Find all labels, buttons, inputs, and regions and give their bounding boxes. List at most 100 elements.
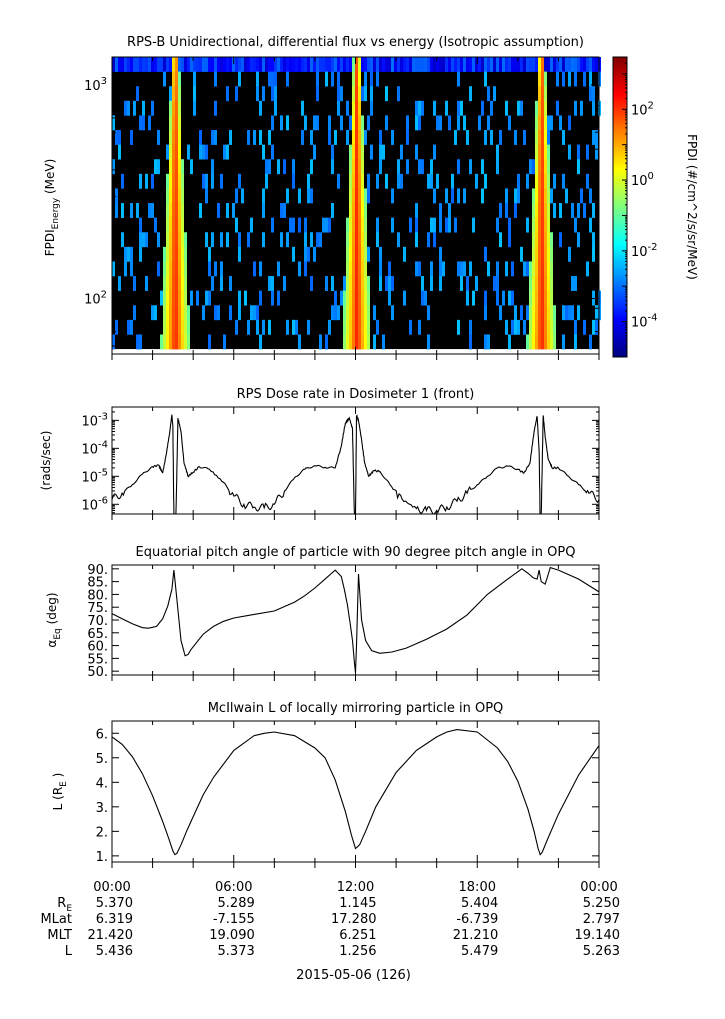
- y-axis-label: FPDIEnergy (MeV): [43, 159, 61, 257]
- heatmap-cell: [475, 57, 478, 72]
- heatmap-cell: [169, 319, 172, 335]
- heatmap-cell: [535, 159, 538, 175]
- heatmap-cell: [124, 261, 127, 277]
- heatmap-cell: [469, 86, 472, 102]
- heatmap-cell: [541, 130, 544, 145]
- heatmap-cell: [139, 246, 142, 262]
- heatmap-cell: [457, 100, 460, 116]
- ephemeris-value: -7.155: [213, 912, 255, 927]
- heatmap-cell: [169, 159, 172, 175]
- heatmap-cell: [235, 217, 238, 233]
- heatmap-cell: [169, 100, 172, 116]
- heatmap-cell: [130, 130, 133, 145]
- heatmap-cell: [250, 217, 253, 233]
- heatmap-cell: [358, 173, 361, 189]
- heatmap-cell: [163, 305, 166, 321]
- heatmap-cell: [352, 159, 355, 175]
- heatmap-cell: [169, 188, 172, 204]
- heatmap-cell: [340, 115, 343, 131]
- heatmap-cell: [181, 290, 184, 306]
- heatmap-cell: [430, 57, 433, 72]
- heatmap-cell: [433, 100, 436, 116]
- heatmap-cell: [349, 334, 352, 350]
- heatmap-cell: [526, 305, 529, 321]
- heatmap-cell: [286, 71, 289, 87]
- heatmap-cell: [163, 57, 166, 72]
- heatmap-cell: [388, 261, 391, 277]
- heatmap-cell: [238, 57, 241, 72]
- heatmap-cell: [466, 130, 469, 145]
- heatmap-cell: [415, 115, 418, 131]
- heatmap-cell: [496, 159, 499, 175]
- heatmap-cell: [304, 217, 307, 233]
- heatmap-cell: [580, 57, 583, 72]
- heatmap-cell: [535, 130, 538, 145]
- heatmap-cell: [292, 319, 295, 335]
- heatmap-cell: [469, 334, 472, 350]
- panels: 102 103 RPS-B Unidirectional, differential…: [39, 35, 699, 868]
- heatmap-cell: [331, 159, 334, 175]
- y-tick-label: 1.: [96, 850, 108, 865]
- heatmap-cell: [538, 115, 541, 131]
- heatmap-cell: [457, 71, 460, 87]
- heatmap-cell: [532, 203, 535, 218]
- heatmap-cell: [292, 217, 295, 233]
- heatmap-cell: [544, 217, 547, 233]
- heatmap-cell: [301, 100, 304, 116]
- heatmap-cell: [544, 246, 547, 262]
- heatmap-cell: [439, 261, 442, 277]
- heatmap-cell: [172, 159, 175, 175]
- heatmap-cell: [340, 57, 343, 72]
- line-panel-2: 90.85.80.75.70.65.60.55.50. Equatorial pi…: [45, 545, 600, 681]
- heatmap-cell: [178, 159, 181, 175]
- heatmap-cell: [178, 86, 181, 102]
- heatmap-cell: [157, 232, 160, 248]
- heatmap-cell: [442, 57, 445, 72]
- heatmap-cell: [580, 188, 583, 204]
- y-tick-label: 103: [84, 76, 107, 94]
- heatmap-cell: [172, 276, 175, 291]
- heatmap-cell: [367, 276, 370, 291]
- heatmap-cell: [235, 86, 238, 102]
- heatmap-cell: [199, 130, 202, 145]
- heatmap-cell: [409, 57, 412, 72]
- heatmap-cell: [136, 86, 139, 102]
- heatmap-cell: [142, 57, 145, 72]
- heatmap-cell: [145, 276, 148, 291]
- heatmap-cell: [238, 305, 241, 321]
- heatmap-cell: [376, 57, 379, 72]
- heatmap-cell: [592, 130, 595, 145]
- heatmap-cell: [547, 305, 550, 321]
- heatmap-cell: [373, 57, 376, 72]
- heatmap-cell: [358, 276, 361, 291]
- heatmap-cell: [358, 159, 361, 175]
- heatmap-cell: [478, 115, 481, 131]
- heatmap-cell: [496, 144, 499, 160]
- ephemeris-value: 17.280: [331, 912, 377, 927]
- heatmap-cell: [448, 203, 451, 218]
- heatmap-cell: [169, 246, 172, 262]
- heatmap-cell: [544, 319, 547, 335]
- heatmap-cell: [352, 188, 355, 204]
- heatmap-cell: [403, 290, 406, 306]
- heatmap-cell: [334, 130, 337, 145]
- heatmap-cell: [340, 290, 343, 306]
- heatmap-cell: [163, 334, 166, 350]
- heatmap-cell: [559, 203, 562, 218]
- time-tick-label: 18:00: [459, 880, 496, 895]
- heatmap-cell: [211, 232, 214, 248]
- heatmap-cell: [277, 290, 280, 306]
- heatmap-cell: [124, 100, 127, 116]
- heatmap-cell: [187, 319, 190, 335]
- heatmap-cell: [190, 159, 193, 175]
- heatmap-cell: [175, 188, 178, 204]
- heatmap-cell: [118, 130, 121, 145]
- heatmap-cell: [505, 261, 508, 277]
- heatmap-cell: [439, 115, 442, 131]
- heatmap-cell: [361, 319, 364, 335]
- heatmap-cell: [538, 232, 541, 248]
- heatmap-cell: [343, 276, 346, 291]
- heatmap-cell: [340, 86, 343, 102]
- heatmap-cell: [271, 217, 274, 233]
- time-tick-label: 06:00: [215, 880, 252, 895]
